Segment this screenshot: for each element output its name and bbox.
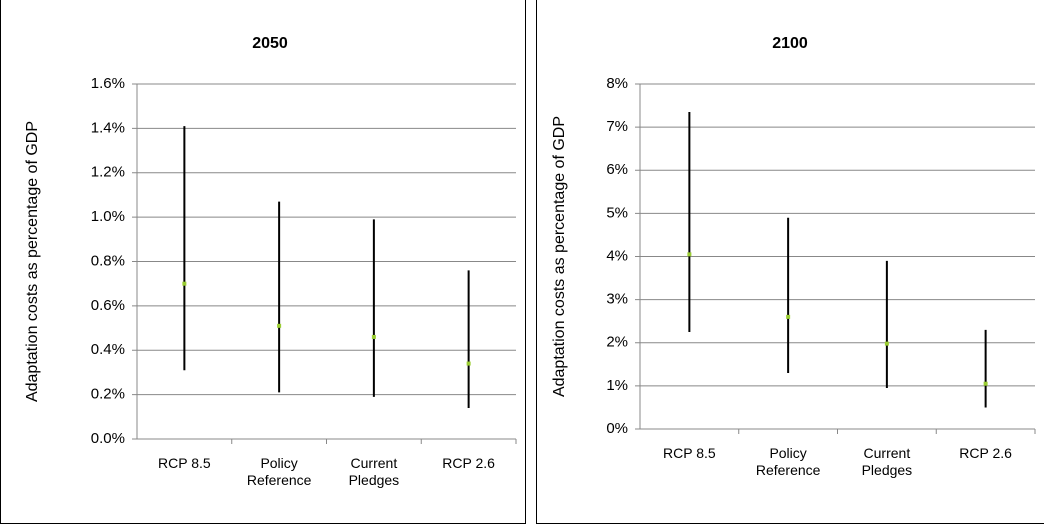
y-tick-label: 1% [606,377,628,394]
x-tick-label: RCP 8.5 [663,445,716,461]
y-tick-label: 0.0% [91,430,125,447]
chart-title: 2100 [772,35,808,52]
x-tick-label: RCP 2.6 [959,445,1012,461]
y-tick-label: 1.6% [91,75,125,92]
y-tick-label: 3% [606,291,628,308]
y-tick-label: 0.8% [91,252,125,269]
chart-title: 2050 [252,35,288,52]
mid-marker [786,314,791,319]
y-axis-label: Adaptation costs as percentage of GDP [551,116,568,397]
mid-marker [983,381,988,386]
y-tick-label: 6% [606,161,628,178]
y-tick-label: 0.6% [91,297,125,314]
x-tick-label: RCP 2.6 [442,455,495,471]
y-tick-label: 8% [606,75,628,92]
y-tick-label: 0.4% [91,341,125,358]
y-axis-label: Adaptation costs as percentage of GDP [24,121,41,402]
x-tick-label: Current Pledges [348,455,400,488]
y-tick-label: 1.2% [91,164,125,181]
mid-marker [466,361,471,366]
y-tick-label: 0.2% [91,386,125,403]
mid-marker [884,341,889,346]
mid-marker [182,281,187,286]
y-tick-label: 1.4% [91,119,125,136]
y-tick-label: 2% [606,334,628,351]
x-tick-label: Policy Reference [755,445,821,478]
mid-marker [687,252,692,257]
panel [536,0,1044,524]
mid-marker [371,334,376,339]
y-tick-label: 5% [606,204,628,221]
y-tick-label: 7% [606,118,628,135]
x-tick-label: Policy Reference [246,455,312,488]
x-tick-label: Current Pledges [861,445,913,478]
mid-marker [277,323,282,328]
y-tick-label: 1.0% [91,208,125,225]
y-tick-label: 0% [606,420,628,437]
x-tick-label: RCP 8.5 [158,455,211,471]
y-tick-label: 4% [606,247,628,264]
